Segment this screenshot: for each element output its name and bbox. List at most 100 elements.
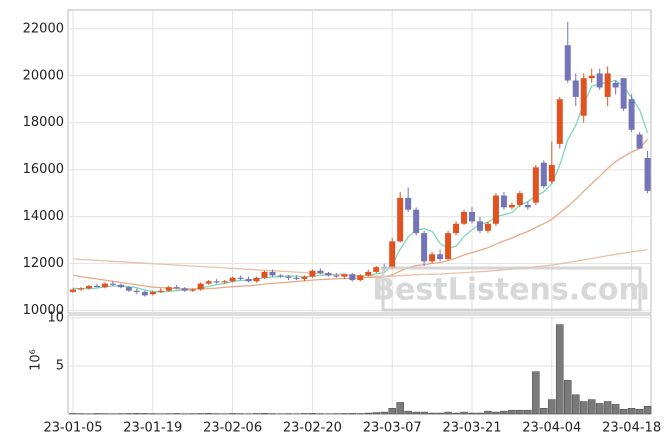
- candle-body: [548, 165, 555, 182]
- candle-body: [373, 267, 380, 272]
- candle-body: [141, 291, 148, 296]
- volume-bar: [260, 413, 269, 415]
- candle-body: [93, 285, 100, 288]
- y-tick-label: 12000: [23, 256, 64, 271]
- candle-body: [229, 277, 236, 282]
- y-tick-label: 16000: [23, 162, 64, 177]
- candle-body: [484, 223, 491, 231]
- y-tick-label: 10: [47, 310, 64, 325]
- candle-body: [389, 241, 396, 269]
- volume-bar: [452, 412, 460, 415]
- volume-bar: [444, 411, 452, 415]
- candle-body: [125, 287, 132, 291]
- candle-body: [604, 73, 611, 97]
- y-tick-label: 18000: [23, 115, 64, 130]
- candle-body: [285, 276, 292, 278]
- candle-body: [157, 290, 164, 292]
- candle-body: [413, 209, 420, 234]
- candle-body: [277, 275, 284, 277]
- volume-bar: [388, 407, 396, 415]
- candle-body: [492, 195, 499, 224]
- candle-body: [253, 277, 260, 282]
- candle-body: [317, 270, 324, 274]
- candle-body: [101, 283, 108, 288]
- candle-body: [596, 73, 603, 88]
- volume-bar: [532, 371, 540, 415]
- volume-bar: [204, 413, 213, 415]
- volume-bar: [404, 410, 412, 415]
- volume-bar: [540, 407, 548, 415]
- candle-body: [85, 285, 92, 289]
- candle-body: [445, 233, 452, 259]
- y-tick-label: 22000: [23, 21, 64, 36]
- candle-body: [349, 274, 356, 281]
- volume-bar: [492, 411, 500, 415]
- volume-bar: [468, 412, 476, 415]
- volume-unit: 10⁶: [29, 349, 44, 371]
- candle-body: [461, 212, 468, 224]
- price-panel: [67, 9, 652, 314]
- candle-body: [77, 288, 84, 290]
- volume-bar: [484, 410, 492, 415]
- candle-body: [165, 287, 172, 291]
- volume-bar: [643, 406, 652, 415]
- candle-body: [453, 223, 460, 234]
- volume-bar: [619, 408, 628, 415]
- watermark-box: BestListens.com: [372, 266, 650, 312]
- candle-body: [588, 75, 595, 79]
- volume-bar: [508, 409, 516, 415]
- candle-body: [181, 288, 188, 291]
- candle-body: [421, 233, 428, 262]
- volume-bar: [524, 409, 532, 415]
- x-tick-label: 23-03-21: [442, 421, 501, 436]
- x-tick-label: 23-02-06: [203, 421, 262, 436]
- volume-bar: [635, 408, 644, 415]
- y-tick-label: 14000: [23, 209, 64, 224]
- y-tick-label: 10000: [23, 303, 64, 318]
- x-tick-label: 23-04-18: [602, 421, 661, 436]
- candle-body: [469, 212, 475, 222]
- volume-bar: [611, 404, 620, 415]
- candle-body: [245, 278, 252, 282]
- x-tick-label: 23-01-19: [123, 421, 182, 436]
- candle-body: [325, 273, 332, 276]
- volume-bar: [548, 399, 556, 415]
- volume-bar: [587, 399, 596, 415]
- volume-bar: [348, 413, 357, 415]
- volume-bar: [595, 403, 604, 415]
- volume-bar: [364, 412, 373, 415]
- volume-bar: [500, 410, 508, 415]
- candle-body: [556, 99, 563, 144]
- candle-body: [237, 277, 244, 279]
- volume-bar: [436, 412, 444, 415]
- volume-panel: [67, 314, 652, 415]
- candle-body: [109, 283, 116, 285]
- volume-bar: [420, 411, 428, 415]
- volume-bar: [556, 324, 564, 415]
- candle-body: [205, 281, 212, 284]
- volume-bar: [516, 409, 524, 415]
- candle-body: [508, 204, 515, 208]
- candle-body: [309, 270, 316, 277]
- candle-body: [500, 195, 507, 208]
- candle-body: [269, 271, 276, 276]
- candle-body: [341, 274, 348, 277]
- candle-body: [572, 80, 579, 97]
- candle-body: [564, 45, 571, 81]
- volume-bar: [428, 412, 436, 415]
- volume-bar: [564, 380, 572, 415]
- volume-bar: [460, 411, 468, 415]
- candle-body: [365, 271, 372, 276]
- candle-body: [261, 271, 268, 278]
- x-tick-label: 23-04-04: [522, 421, 581, 436]
- candle-body: [189, 289, 196, 291]
- volume-bar: [579, 401, 588, 415]
- candle-body: [70, 289, 76, 292]
- candle-body: [117, 284, 124, 288]
- candle-body: [644, 157, 651, 191]
- volume-bar: [627, 407, 636, 415]
- candle-body: [173, 287, 180, 289]
- x-tick-label: 23-01-05: [43, 421, 102, 436]
- watermark: BestListens.com: [372, 273, 650, 308]
